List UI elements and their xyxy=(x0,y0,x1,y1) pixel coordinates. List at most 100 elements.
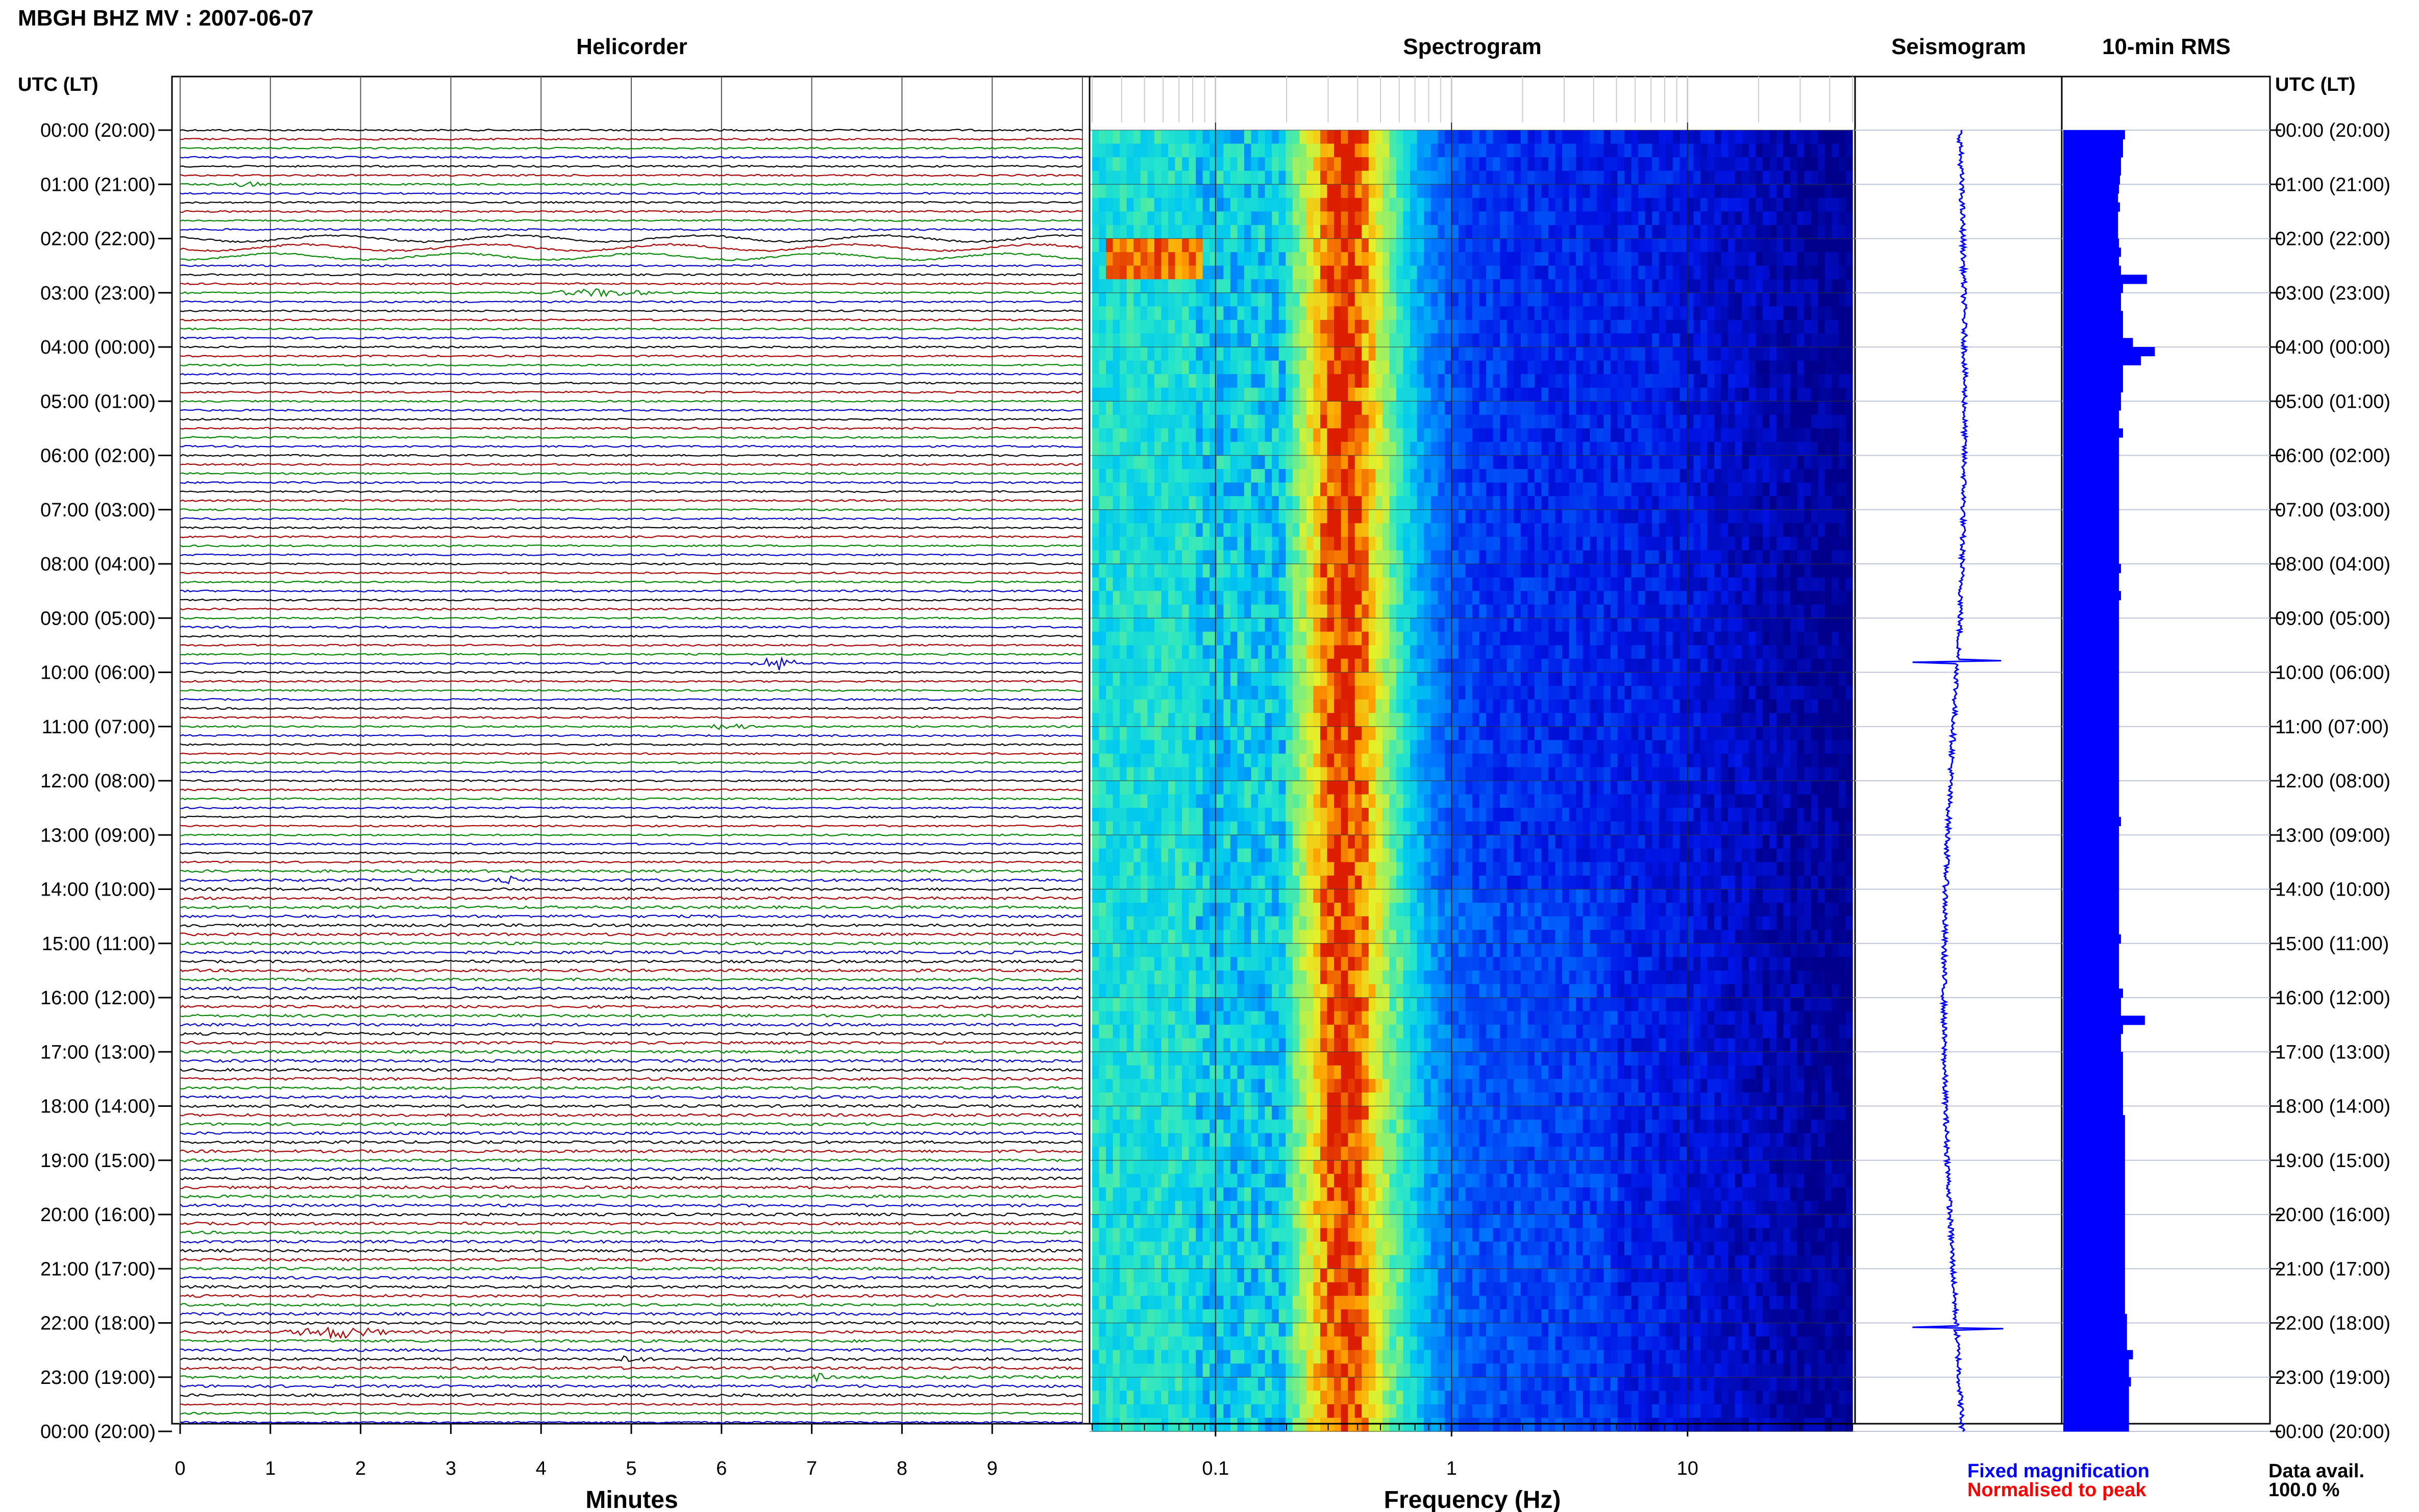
spectrogram-cell xyxy=(1299,143,1307,158)
helicorder-trace-row xyxy=(180,390,1083,394)
spectrogram-cell xyxy=(1189,631,1196,646)
spectrogram-cell xyxy=(1479,645,1487,659)
spectrogram-cell xyxy=(1790,686,1798,700)
spectrogram-cell xyxy=(1555,170,1563,185)
spectrogram-cell xyxy=(1824,252,1832,266)
spectrogram-cell xyxy=(1824,184,1832,199)
spectrogram-cell xyxy=(1389,550,1397,564)
spectrogram-cell xyxy=(1520,252,1528,266)
spectrogram-cell xyxy=(1486,238,1494,253)
spectrogram-cell xyxy=(1756,631,1763,646)
spectrogram-cell xyxy=(1444,225,1452,239)
spectrogram-cell xyxy=(1500,577,1508,591)
spectrogram-cell xyxy=(1196,225,1203,239)
spectrogram-cell xyxy=(1479,414,1487,429)
spectrogram-cell xyxy=(1520,564,1528,578)
spectrogram-cell xyxy=(1092,414,1100,429)
spectrogram-cell xyxy=(1721,238,1729,253)
spectrogram-cell xyxy=(1472,564,1480,578)
spectrogram-cell xyxy=(1362,184,1369,199)
spectrogram-cell xyxy=(1458,509,1466,524)
spectrogram-cell xyxy=(1748,387,1756,402)
spectrogram-cell xyxy=(1659,347,1666,361)
helicorder-trace-row xyxy=(180,1248,1083,1253)
spectrogram-cell xyxy=(1265,211,1272,226)
spectrogram-cell xyxy=(1299,238,1307,253)
spectrogram-cell xyxy=(1742,225,1749,239)
spectrogram-cell xyxy=(1790,523,1798,537)
spectrogram-cell xyxy=(1133,292,1141,307)
spectrogram-cell xyxy=(1672,401,1680,415)
spectrogram-cell xyxy=(1596,550,1604,564)
spectrogram-cell xyxy=(1783,577,1791,591)
spectrogram-cell xyxy=(1092,713,1100,727)
spectrogram-cell xyxy=(1728,564,1736,578)
spectrogram-cell xyxy=(1804,591,1812,605)
spectrogram-cell xyxy=(1645,591,1652,605)
spectrogram-cell xyxy=(1562,672,1570,686)
spectrogram-cell xyxy=(1596,672,1604,686)
spectrogram-cell xyxy=(1514,265,1521,280)
spectrogram-cell xyxy=(1693,374,1701,388)
spectrogram-cell xyxy=(1126,686,1134,700)
spectrogram-cell xyxy=(1410,699,1418,713)
spectrogram-cell xyxy=(1272,591,1279,605)
helicorder-trace-row xyxy=(180,1058,1083,1063)
spectrogram-cell xyxy=(1624,225,1632,239)
spectrogram-cell xyxy=(1680,197,1687,212)
spectrogram-cell xyxy=(1659,360,1666,375)
spectrogram-cell xyxy=(1278,170,1286,185)
spectrogram-cell xyxy=(1845,279,1853,293)
spectrogram-cell xyxy=(1430,401,1438,415)
spectrogram-cell xyxy=(1603,292,1611,307)
spectrogram-cell xyxy=(1493,441,1500,456)
spectrogram-cell xyxy=(1182,184,1190,199)
spectrogram-cell xyxy=(1472,414,1480,429)
spectrogram-cell xyxy=(1583,631,1590,646)
spectrogram-cell xyxy=(1742,360,1749,375)
helicorder-trace-row xyxy=(180,788,1083,791)
spectrogram-cell xyxy=(1534,482,1542,497)
spectrogram-cell xyxy=(1368,428,1376,442)
spectrogram-cell xyxy=(1175,550,1182,564)
spectrogram-cell xyxy=(1714,672,1722,686)
spectrogram-cell xyxy=(1306,428,1314,442)
spectrogram-cell xyxy=(1735,591,1742,605)
spectrogram-cell xyxy=(1520,469,1528,483)
spectrogram-cell xyxy=(1258,333,1266,348)
spectrogram-cell xyxy=(1251,550,1258,564)
spectrogram-cell xyxy=(1189,536,1196,551)
spectrogram-cell xyxy=(1120,645,1127,659)
spectrogram-cell xyxy=(1596,130,1604,144)
spectrogram-cell xyxy=(1126,550,1134,564)
spectrogram-cell xyxy=(1133,428,1141,442)
spectrogram-cell xyxy=(1410,509,1418,524)
spectrogram-cell xyxy=(1430,699,1438,713)
spectrogram-cell xyxy=(1216,279,1224,293)
spectrogram-cell xyxy=(1320,509,1328,524)
spectrogram-cell xyxy=(1354,143,1362,158)
spectrogram-cell xyxy=(1652,441,1660,456)
helicorder-trace-row xyxy=(180,1013,1083,1018)
spectrogram-cell xyxy=(1700,414,1708,429)
spectrogram-cell xyxy=(1797,306,1805,320)
spectrogram-cell xyxy=(1735,604,1742,618)
spectrogram-cell xyxy=(1299,306,1307,320)
spectrogram-cell xyxy=(1845,401,1853,415)
spectrogram-cell xyxy=(1472,347,1480,361)
spectrogram-cell xyxy=(1680,333,1687,348)
spectrogram-cell xyxy=(1735,699,1742,713)
spectrogram-cell xyxy=(1189,564,1196,578)
spectrogram-cell xyxy=(1320,482,1328,497)
spectrogram-cell xyxy=(1258,509,1266,524)
spectrogram-cell xyxy=(1804,374,1812,388)
spectrogram-cell xyxy=(1202,238,1210,253)
spectrogram-cell xyxy=(1154,536,1162,551)
spectrogram-cell xyxy=(1244,184,1252,199)
spectrogram-cell xyxy=(1845,496,1853,510)
spectrogram-cell xyxy=(1341,279,1348,293)
spectrogram-cell xyxy=(1645,360,1652,375)
spectrogram-cell xyxy=(1313,631,1321,646)
spectrogram-cell xyxy=(1092,306,1100,320)
spectrogram-cell xyxy=(1438,496,1445,510)
